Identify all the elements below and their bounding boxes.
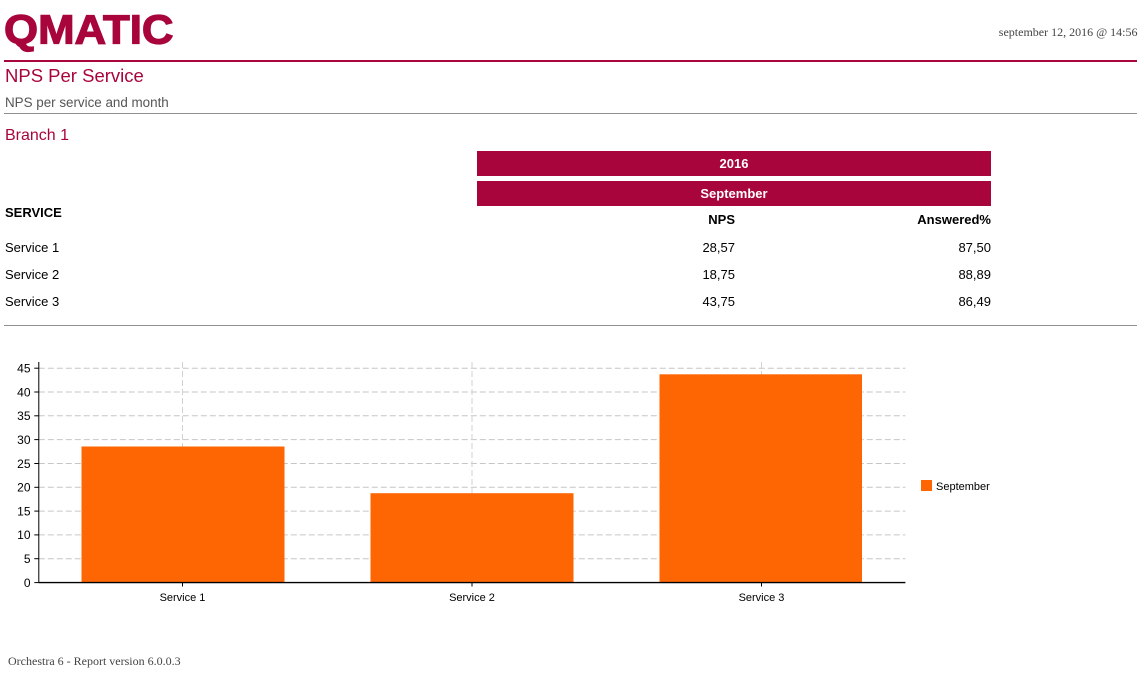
svg-text:Service 2: Service 2 — [449, 592, 495, 604]
svg-text:Service 3: Service 3 — [739, 592, 785, 604]
svg-text:5: 5 — [24, 552, 31, 566]
svg-text:35: 35 — [17, 409, 31, 423]
svg-text:Service 1: Service 1 — [160, 592, 206, 604]
svg-text:30: 30 — [17, 433, 31, 447]
svg-text:0: 0 — [24, 576, 31, 590]
svg-text:25: 25 — [17, 457, 31, 471]
svg-text:40: 40 — [17, 385, 31, 399]
svg-text:September: September — [936, 481, 990, 493]
svg-text:45: 45 — [17, 362, 31, 376]
svg-text:10: 10 — [17, 528, 31, 542]
svg-text:15: 15 — [17, 504, 31, 518]
svg-text:20: 20 — [17, 481, 31, 495]
svg-text:QMATIC: QMATIC — [4, 7, 174, 53]
